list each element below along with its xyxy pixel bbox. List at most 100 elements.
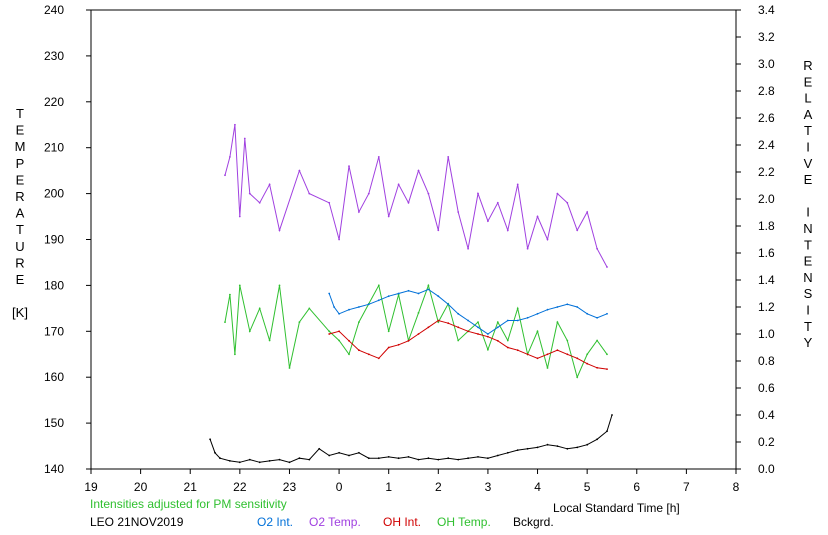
- data-point-o2-int: [596, 316, 598, 319]
- data-point-o2-temp: [477, 192, 479, 195]
- right-label-letter: Y: [804, 335, 813, 350]
- data-point-oh-temp: [234, 353, 236, 356]
- right-tick-label: 2.0: [758, 192, 775, 206]
- right-label-letter: V: [804, 156, 813, 171]
- right-tick-label: 0.6: [758, 381, 775, 395]
- data-point-o2-int: [338, 312, 340, 315]
- data-point-bckgrd: [397, 457, 400, 460]
- legend-oh-temp: OH Temp.: [437, 515, 491, 529]
- x-tick-label: 5: [584, 480, 591, 494]
- data-point-bckgrd: [248, 458, 251, 461]
- left-label-letter: R: [15, 255, 24, 270]
- series-line-oh-temp: [224, 283, 608, 379]
- right-tick-label: 0.2: [758, 435, 775, 449]
- right-label-letter: E: [804, 172, 813, 187]
- left-tick-label: 210: [44, 141, 64, 155]
- series-line-o2-int: [328, 288, 608, 335]
- data-point-oh-int: [566, 353, 569, 356]
- data-point-oh-temp: [328, 330, 331, 333]
- series-line-bckgrd: [209, 414, 613, 463]
- x-tick-label: 3: [485, 480, 492, 494]
- data-point-o2-temp: [457, 211, 460, 213]
- data-point-oh-temp: [238, 284, 241, 287]
- data-point-bckgrd: [586, 443, 589, 446]
- data-point-o2-int: [576, 306, 579, 308]
- right-label-letter: N: [803, 221, 812, 236]
- data-point-o2-int: [516, 319, 519, 322]
- right-label-letter: T: [804, 123, 812, 138]
- data-point-bckgrd: [407, 456, 410, 458]
- x-tick-label: 6: [633, 480, 640, 494]
- data-point-o2-temp: [556, 192, 559, 195]
- right-label-letter: N: [803, 270, 812, 285]
- sensitivity-note: Intensities adjusted for PM sensitivity: [90, 497, 287, 511]
- left-label-letter: P: [16, 156, 25, 171]
- data-point-bckgrd: [611, 414, 613, 416]
- right-tick-label: 2.6: [758, 111, 775, 125]
- data-point-o2-int: [427, 288, 430, 291]
- data-point-o2-int: [358, 306, 360, 308]
- data-point-oh-temp: [586, 353, 589, 356]
- x-tick-label: 4: [534, 480, 541, 494]
- x-tick-label: 23: [283, 480, 297, 494]
- x-tick-label: 22: [233, 480, 247, 494]
- data-point-o2-temp: [387, 215, 390, 218]
- data-point-o2-temp: [308, 192, 311, 195]
- data-point-o2-temp: [496, 201, 499, 204]
- station-label: LEO 21NOV2019: [90, 515, 184, 529]
- left-label-letter: R: [15, 189, 24, 204]
- legend-o2-int: O2 Int.: [257, 515, 294, 529]
- data-point-o2-temp: [298, 169, 301, 172]
- data-point-bckgrd: [288, 461, 291, 464]
- data-point-bckgrd: [596, 438, 598, 441]
- data-point-o2-temp: [248, 192, 251, 195]
- data-point-bckgrd: [229, 460, 231, 462]
- data-point-oh-temp: [606, 353, 608, 356]
- left-tick-label: 240: [44, 3, 64, 17]
- data-point-o2-temp: [536, 215, 539, 218]
- data-point-oh-int: [586, 362, 589, 365]
- data-point-oh-int: [487, 335, 489, 338]
- data-point-o2-temp: [546, 238, 549, 241]
- data-point-o2-temp: [358, 211, 360, 213]
- x-axis-label: Local Standard Time [h]: [553, 501, 680, 515]
- data-point-o2-temp: [238, 215, 241, 218]
- data-point-o2-int: [526, 316, 529, 319]
- data-point-oh-temp: [278, 284, 281, 287]
- right-label-letter: A: [804, 107, 813, 122]
- data-point-bckgrd: [358, 451, 360, 454]
- data-point-oh-int: [457, 326, 460, 329]
- data-point-oh-temp: [417, 312, 420, 314]
- data-point-o2-temp: [328, 201, 331, 204]
- data-point-oh-temp: [224, 321, 226, 323]
- data-point-oh-temp: [457, 339, 460, 342]
- right-tick-label: 3.0: [758, 57, 775, 71]
- data-point-o2-int: [556, 306, 559, 308]
- data-point-bckgrd: [477, 456, 479, 458]
- data-point-o2-int: [546, 308, 549, 311]
- data-point-oh-int: [526, 353, 529, 356]
- data-point-o2-temp: [229, 156, 231, 158]
- data-point-o2-int: [437, 295, 440, 298]
- data-point-o2-temp: [506, 229, 509, 232]
- data-point-oh-int: [576, 357, 579, 360]
- data-point-bckgrd: [348, 454, 350, 457]
- data-point-oh-int: [556, 349, 559, 352]
- data-point-oh-int: [467, 330, 469, 333]
- right-tick-label: 1.6: [758, 246, 775, 260]
- data-point-o2-temp: [516, 183, 519, 186]
- data-point-bckgrd: [437, 458, 440, 461]
- right-tick-label: 1.2: [758, 300, 775, 314]
- data-point-o2-temp: [407, 201, 410, 204]
- left-tick-label: 190: [44, 233, 64, 247]
- data-point-o2-temp: [447, 156, 450, 158]
- data-point-oh-int: [427, 326, 430, 329]
- data-point-o2-int: [606, 312, 608, 315]
- left-label-letter: T: [16, 222, 24, 237]
- right-label-letter: I: [806, 205, 810, 220]
- series-line-oh-int: [329, 319, 608, 370]
- data-point-oh-temp: [288, 367, 291, 369]
- data-point-oh-temp: [576, 376, 579, 379]
- data-point-o2-temp: [243, 137, 246, 140]
- data-point-oh-int: [596, 366, 598, 369]
